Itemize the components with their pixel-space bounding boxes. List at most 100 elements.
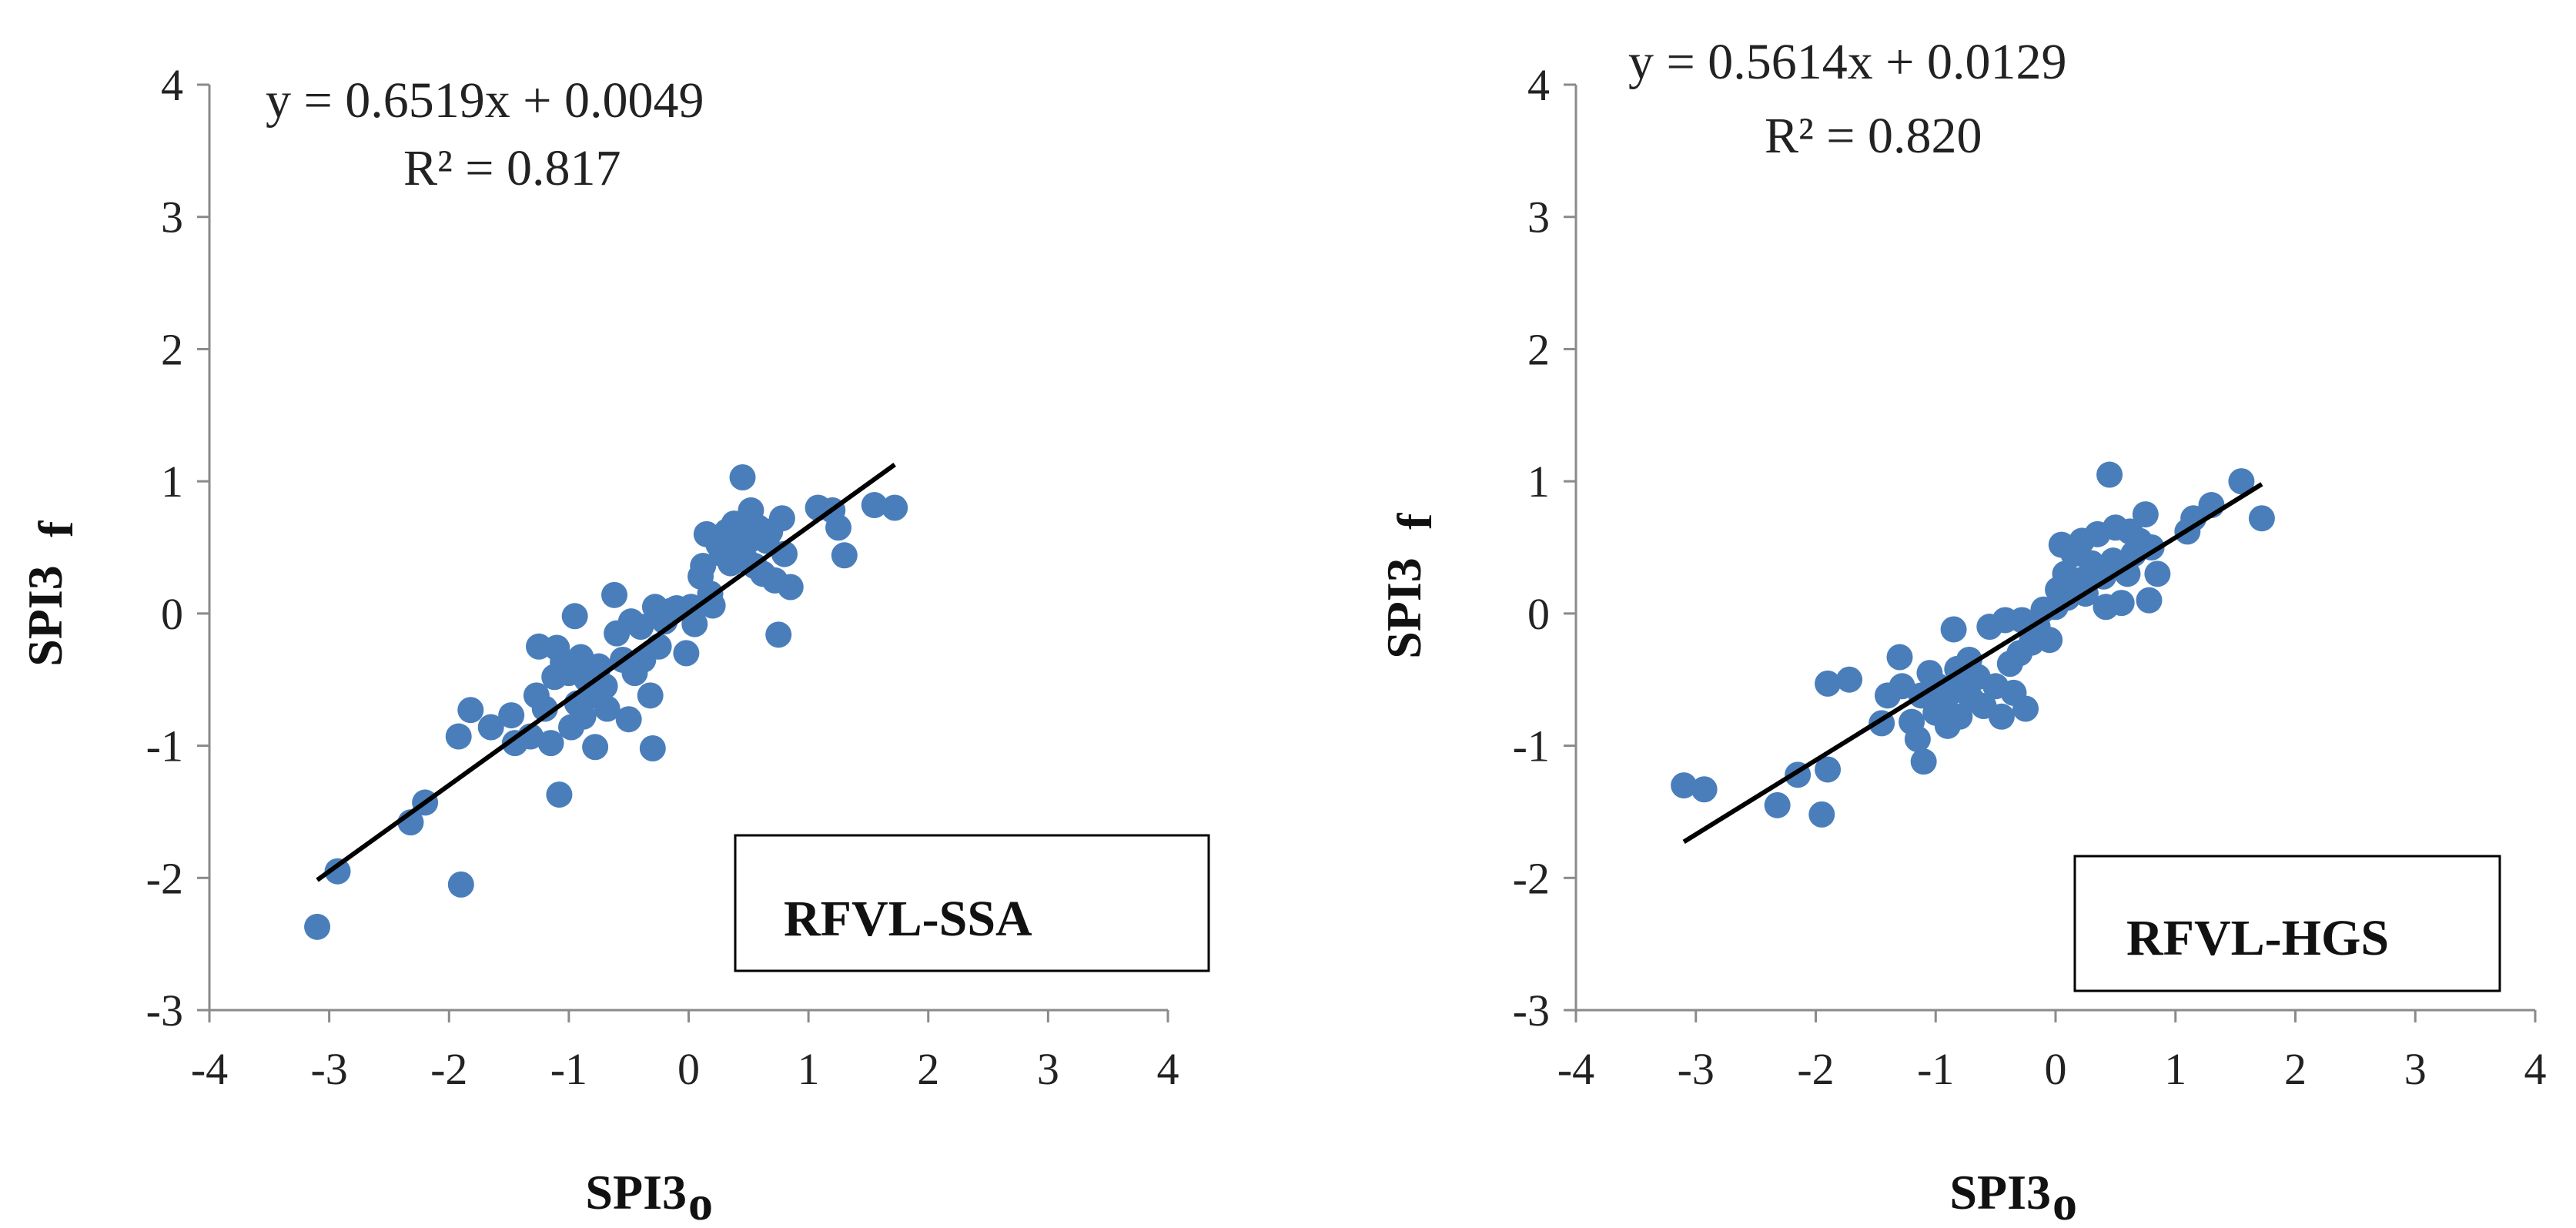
data-point: [729, 463, 756, 490]
data-point: [645, 633, 672, 660]
y-tick-label: 0: [1527, 589, 1550, 639]
model-label: RFVL-SSA: [784, 891, 1032, 947]
axes-ssa: [197, 83, 1169, 1022]
x-axis-label-subscript: o: [688, 1176, 713, 1228]
data-point: [1940, 616, 1967, 643]
r-squared: R² = 0.817: [403, 140, 621, 196]
data-point: [546, 781, 573, 808]
x-axis-label: SPI3: [1949, 1165, 2051, 1220]
y-tick-label: -1: [146, 721, 183, 771]
y-tick-label: -3: [1513, 985, 1550, 1036]
data-point: [447, 871, 474, 898]
data-points-hgs: [1671, 461, 2275, 828]
x-axis-label-subscript: o: [2052, 1176, 2077, 1228]
data-point: [2108, 590, 2135, 617]
data-point: [1808, 801, 1835, 828]
data-point: [1691, 776, 1718, 803]
y-tick-label: 2: [1527, 324, 1550, 374]
data-point: [861, 492, 888, 519]
data-point: [445, 723, 472, 750]
data-point: [2132, 501, 2159, 528]
data-point: [1836, 666, 1863, 693]
x-tick-label: -4: [191, 1044, 228, 1094]
axes-hgs: [1564, 83, 2537, 1022]
data-point: [768, 505, 795, 532]
data-point: [627, 614, 654, 641]
y-tick-label: 1: [1527, 457, 1550, 507]
data-point: [1671, 772, 1698, 799]
x-tick-label: 1: [798, 1044, 820, 1094]
x-tick-label: 3: [2404, 1044, 2427, 1094]
y-tick-label: -3: [146, 985, 183, 1036]
y-tick-label: 4: [161, 60, 183, 110]
data-point: [537, 730, 564, 757]
y-tick-label: 0: [161, 589, 183, 639]
x-axis-label: SPI3: [585, 1165, 687, 1220]
y-axis-label-subscript: f: [28, 520, 83, 537]
data-point: [304, 913, 331, 940]
x-tick-label: -1: [1917, 1044, 1954, 1094]
data-point: [2096, 461, 2123, 488]
data-point: [1815, 670, 1842, 697]
data-point: [882, 494, 908, 521]
trendline-hgs: [1682, 482, 2263, 845]
trendline-ssa: [316, 463, 896, 882]
data-point: [690, 553, 717, 580]
regression-equation: y = 0.5614x + 0.0129: [1628, 34, 2066, 90]
data-point: [2136, 587, 2163, 614]
x-tick-label: 2: [917, 1044, 939, 1094]
data-point: [2228, 468, 2255, 495]
data-point: [2012, 695, 2039, 722]
data-point: [601, 581, 628, 608]
r-squared: R² = 0.820: [1765, 108, 1982, 164]
data-point: [1886, 644, 1913, 671]
data-point: [1815, 756, 1842, 783]
x-tick-label: -2: [1797, 1044, 1834, 1094]
model-label-box: [2073, 855, 2501, 992]
x-tick-label: 0: [677, 1044, 700, 1094]
y-axis-label: SPI3: [18, 565, 72, 667]
y-axis-label-subscript: f: [1387, 513, 1442, 530]
x-tick-label: 2: [2284, 1044, 2307, 1094]
model-label-box: [734, 834, 1210, 972]
data-point: [498, 702, 525, 729]
x-tick-label: 1: [2164, 1044, 2186, 1094]
data-point: [2248, 505, 2275, 532]
data-point: [561, 603, 588, 630]
data-point: [457, 697, 484, 724]
x-tick-label: 0: [2045, 1044, 2067, 1094]
data-point: [615, 706, 642, 733]
data-point: [777, 574, 804, 601]
y-tick-label: 3: [1527, 192, 1550, 243]
y-tick-label: 1: [161, 457, 183, 507]
x-tick-label: 4: [2524, 1044, 2547, 1094]
y-tick-label: 2: [161, 324, 183, 374]
data-point: [831, 542, 858, 569]
y-tick-label: 3: [161, 192, 183, 243]
x-tick-label: 3: [1037, 1044, 1059, 1094]
data-point: [2036, 627, 2063, 654]
regression-equation: y = 0.6519x + 0.0049: [266, 72, 704, 129]
model-label: RFVL-HGS: [2126, 910, 2389, 966]
y-tick-label: -2: [146, 853, 183, 903]
data-point: [477, 714, 504, 741]
data-point: [765, 621, 792, 648]
data-point: [639, 735, 666, 762]
x-tick-label: -4: [1557, 1044, 1594, 1094]
data-point: [1764, 791, 1791, 818]
data-point: [570, 703, 597, 730]
data-point: [637, 682, 664, 709]
x-tick-label: -3: [1678, 1044, 1715, 1094]
data-point: [2144, 560, 2171, 587]
x-tick-label: -1: [550, 1044, 587, 1094]
x-tick-label: -2: [430, 1044, 467, 1094]
data-point: [582, 734, 609, 761]
y-tick-label: -2: [1513, 853, 1550, 903]
data-point: [1910, 748, 1937, 775]
data-point: [594, 695, 621, 722]
data-point: [324, 858, 351, 885]
data-point: [1904, 725, 1931, 752]
